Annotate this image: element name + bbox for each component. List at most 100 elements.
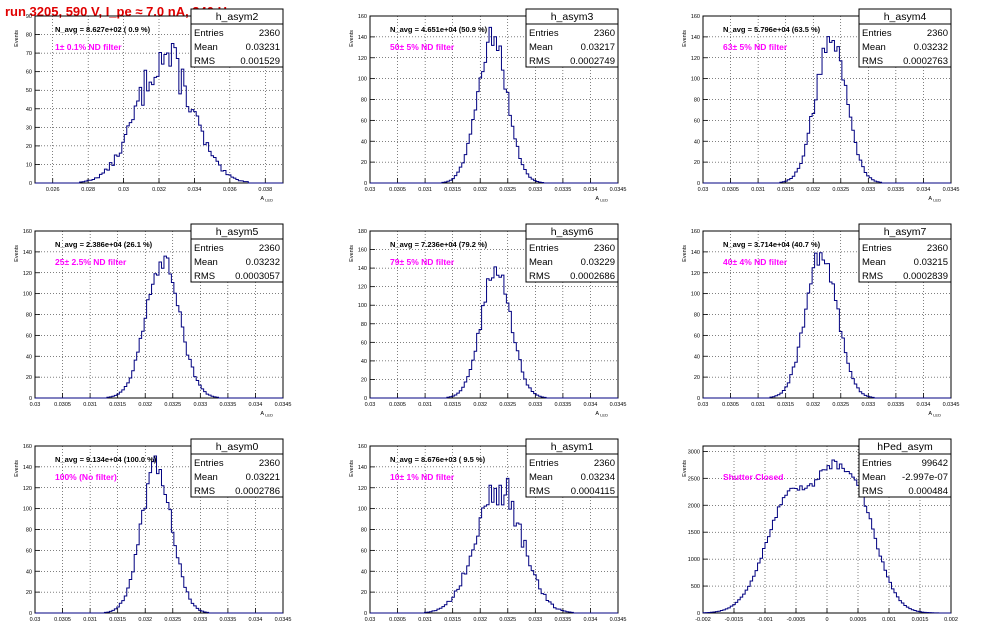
x-tick-label: 0.032: [138, 402, 152, 408]
x-tick-label: 0.0335: [887, 402, 904, 408]
y-tick-label: 160: [23, 229, 32, 235]
x-tick-label: 0.0335: [887, 187, 904, 193]
x-tick-label: 0.0345: [275, 402, 292, 408]
filter-label: 40± 4% ND filter: [723, 257, 788, 267]
y-tick-label: 180: [358, 229, 367, 235]
x-tick-label: 0.0325: [832, 187, 849, 193]
y-tick-label: 1500: [688, 530, 700, 536]
stats-key: Mean: [529, 257, 553, 268]
x-tick-label: 0.031: [83, 402, 97, 408]
y-tick-label: 0: [29, 611, 32, 617]
plot-frame: [369, 230, 619, 399]
y-tick-label: 120: [23, 486, 32, 492]
x-tick-label: 0.0005: [850, 617, 867, 622]
stats-key: Entries: [862, 28, 892, 39]
y-tick-label: 90: [26, 14, 32, 20]
stats-key: Mean: [194, 472, 218, 483]
x-tick-label: 0.0315: [444, 187, 461, 193]
y-axis-label: Events: [682, 30, 688, 47]
y-tick-label: 80: [694, 98, 700, 104]
y-tick-label: 60: [26, 548, 32, 554]
navg-label: N_avg = 7.236e+04 (79.2 %): [390, 240, 488, 249]
y-tick-label: 140: [23, 250, 32, 256]
x-axis-label: A LED: [595, 411, 608, 418]
y-tick-label: 160: [358, 444, 367, 450]
stats-value: 2360: [259, 243, 280, 254]
x-tick-label: 0.034: [917, 402, 931, 408]
x-axis-label: A LED: [260, 196, 273, 203]
y-tick-label: 80: [361, 322, 367, 328]
x-axis-label: A LED: [928, 411, 941, 418]
stats-value: 2360: [259, 28, 280, 39]
y-tick-label: 20: [26, 375, 32, 381]
y-tick-label: 120: [691, 271, 700, 277]
stats-key: RMS: [194, 271, 215, 282]
x-tick-label: 0.034: [584, 402, 598, 408]
stats-key: RMS: [862, 271, 883, 282]
x-tick-label: 0.03: [698, 187, 709, 193]
x-tick-label: 0.0345: [610, 617, 627, 622]
x-tick-label: 0.031: [751, 402, 765, 408]
stats-key: RMS: [194, 486, 215, 497]
stats-box: [525, 8, 619, 68]
x-tick-label: 0.03: [365, 402, 376, 408]
x-tick-label: 0.032: [152, 187, 166, 193]
y-tick-label: 80: [361, 528, 367, 534]
y-tick-label: 0: [697, 181, 700, 187]
y-axis-label: Events: [14, 30, 20, 47]
x-tick-label: 0.0305: [722, 402, 739, 408]
stats-box: [190, 438, 284, 498]
histogram-h_asym6: [370, 266, 618, 399]
panel-h_asym6: 0.03 0.0305 0.031 0.0315 0.032 0.0325 0.033 0.0…: [349, 223, 626, 418]
x-tick-label: 0.0315: [109, 402, 126, 408]
stats-value: 0.0002763: [903, 56, 948, 67]
y-tick-label: 100: [358, 507, 367, 513]
x-tick-label: 0.03: [698, 402, 709, 408]
filter-label: 79± 5% ND filter: [390, 257, 455, 267]
x-tick-label: 0.0305: [54, 402, 71, 408]
y-tick-label: 120: [23, 271, 32, 277]
stats-value: 2360: [594, 458, 615, 469]
stats-value: 0.000484: [908, 486, 948, 497]
x-tick-label: 0.0345: [610, 187, 627, 193]
y-tick-label: 20: [26, 144, 32, 150]
y-tick-label: 100: [691, 77, 700, 83]
y-tick-label: 140: [691, 250, 700, 256]
stats-key: RMS: [529, 271, 550, 282]
y-tick-label: 40: [26, 354, 32, 360]
filter-label: Shutter Closed: [723, 472, 783, 482]
navg-label: N_avg = 8.627e+02 ( 0.9 %): [55, 25, 151, 34]
stats-key: RMS: [529, 486, 550, 497]
stats-value: 2360: [927, 28, 948, 39]
x-tick-label: 0.0335: [219, 617, 236, 622]
y-tick-label: 160: [23, 444, 32, 450]
x-tick-label: 0.036: [223, 187, 237, 193]
x-tick-label: 0.0325: [164, 617, 181, 622]
y-tick-label: 40: [361, 359, 367, 365]
stats-value: 0.0002686: [570, 271, 615, 282]
x-axis-label: A LED: [260, 411, 273, 418]
x-tick-label: -0.0015: [725, 617, 744, 622]
navg-label: N_avg = 9.134e+04 (100.0 %): [55, 455, 157, 464]
stats-value: 2360: [594, 243, 615, 254]
stats-key: Mean: [862, 257, 886, 268]
panel-h_asym5: 0.03 0.0305 0.031 0.0315 0.032 0.0325 0.033 0.0…: [14, 223, 292, 418]
stats-key: Entries: [194, 243, 224, 254]
x-tick-label: -0.0005: [787, 617, 806, 622]
x-axis-label: A LED: [595, 196, 608, 203]
navg-label: N_avg = 4.651e+04 (50.9 %): [390, 25, 488, 34]
stats-value: 0.03229: [581, 257, 615, 268]
x-tick-label: 0.032: [473, 402, 487, 408]
y-tick-label: 0: [29, 181, 32, 187]
x-tick-label: 0.033: [861, 187, 875, 193]
y-tick-label: 3000: [688, 449, 700, 455]
x-tick-label: 0.034: [249, 617, 263, 622]
y-tick-label: 80: [26, 528, 32, 534]
navg-label: N_avg = 2.386e+04 (26.1 %): [55, 240, 153, 249]
x-tick-label: 0.0335: [219, 402, 236, 408]
y-axis-label: Events: [349, 30, 355, 47]
y-tick-label: 0: [364, 396, 367, 402]
panel-hPed_asym: -0.002 -0.0015 -0.001 -0.0005 0 0.0005 0.001 0.…: [682, 438, 958, 622]
x-tick-label: -0.002: [695, 617, 711, 622]
panel-h_asym3: 0.03 0.0305 0.031 0.0315 0.032 0.0325 0.033 0.0…: [349, 8, 627, 203]
